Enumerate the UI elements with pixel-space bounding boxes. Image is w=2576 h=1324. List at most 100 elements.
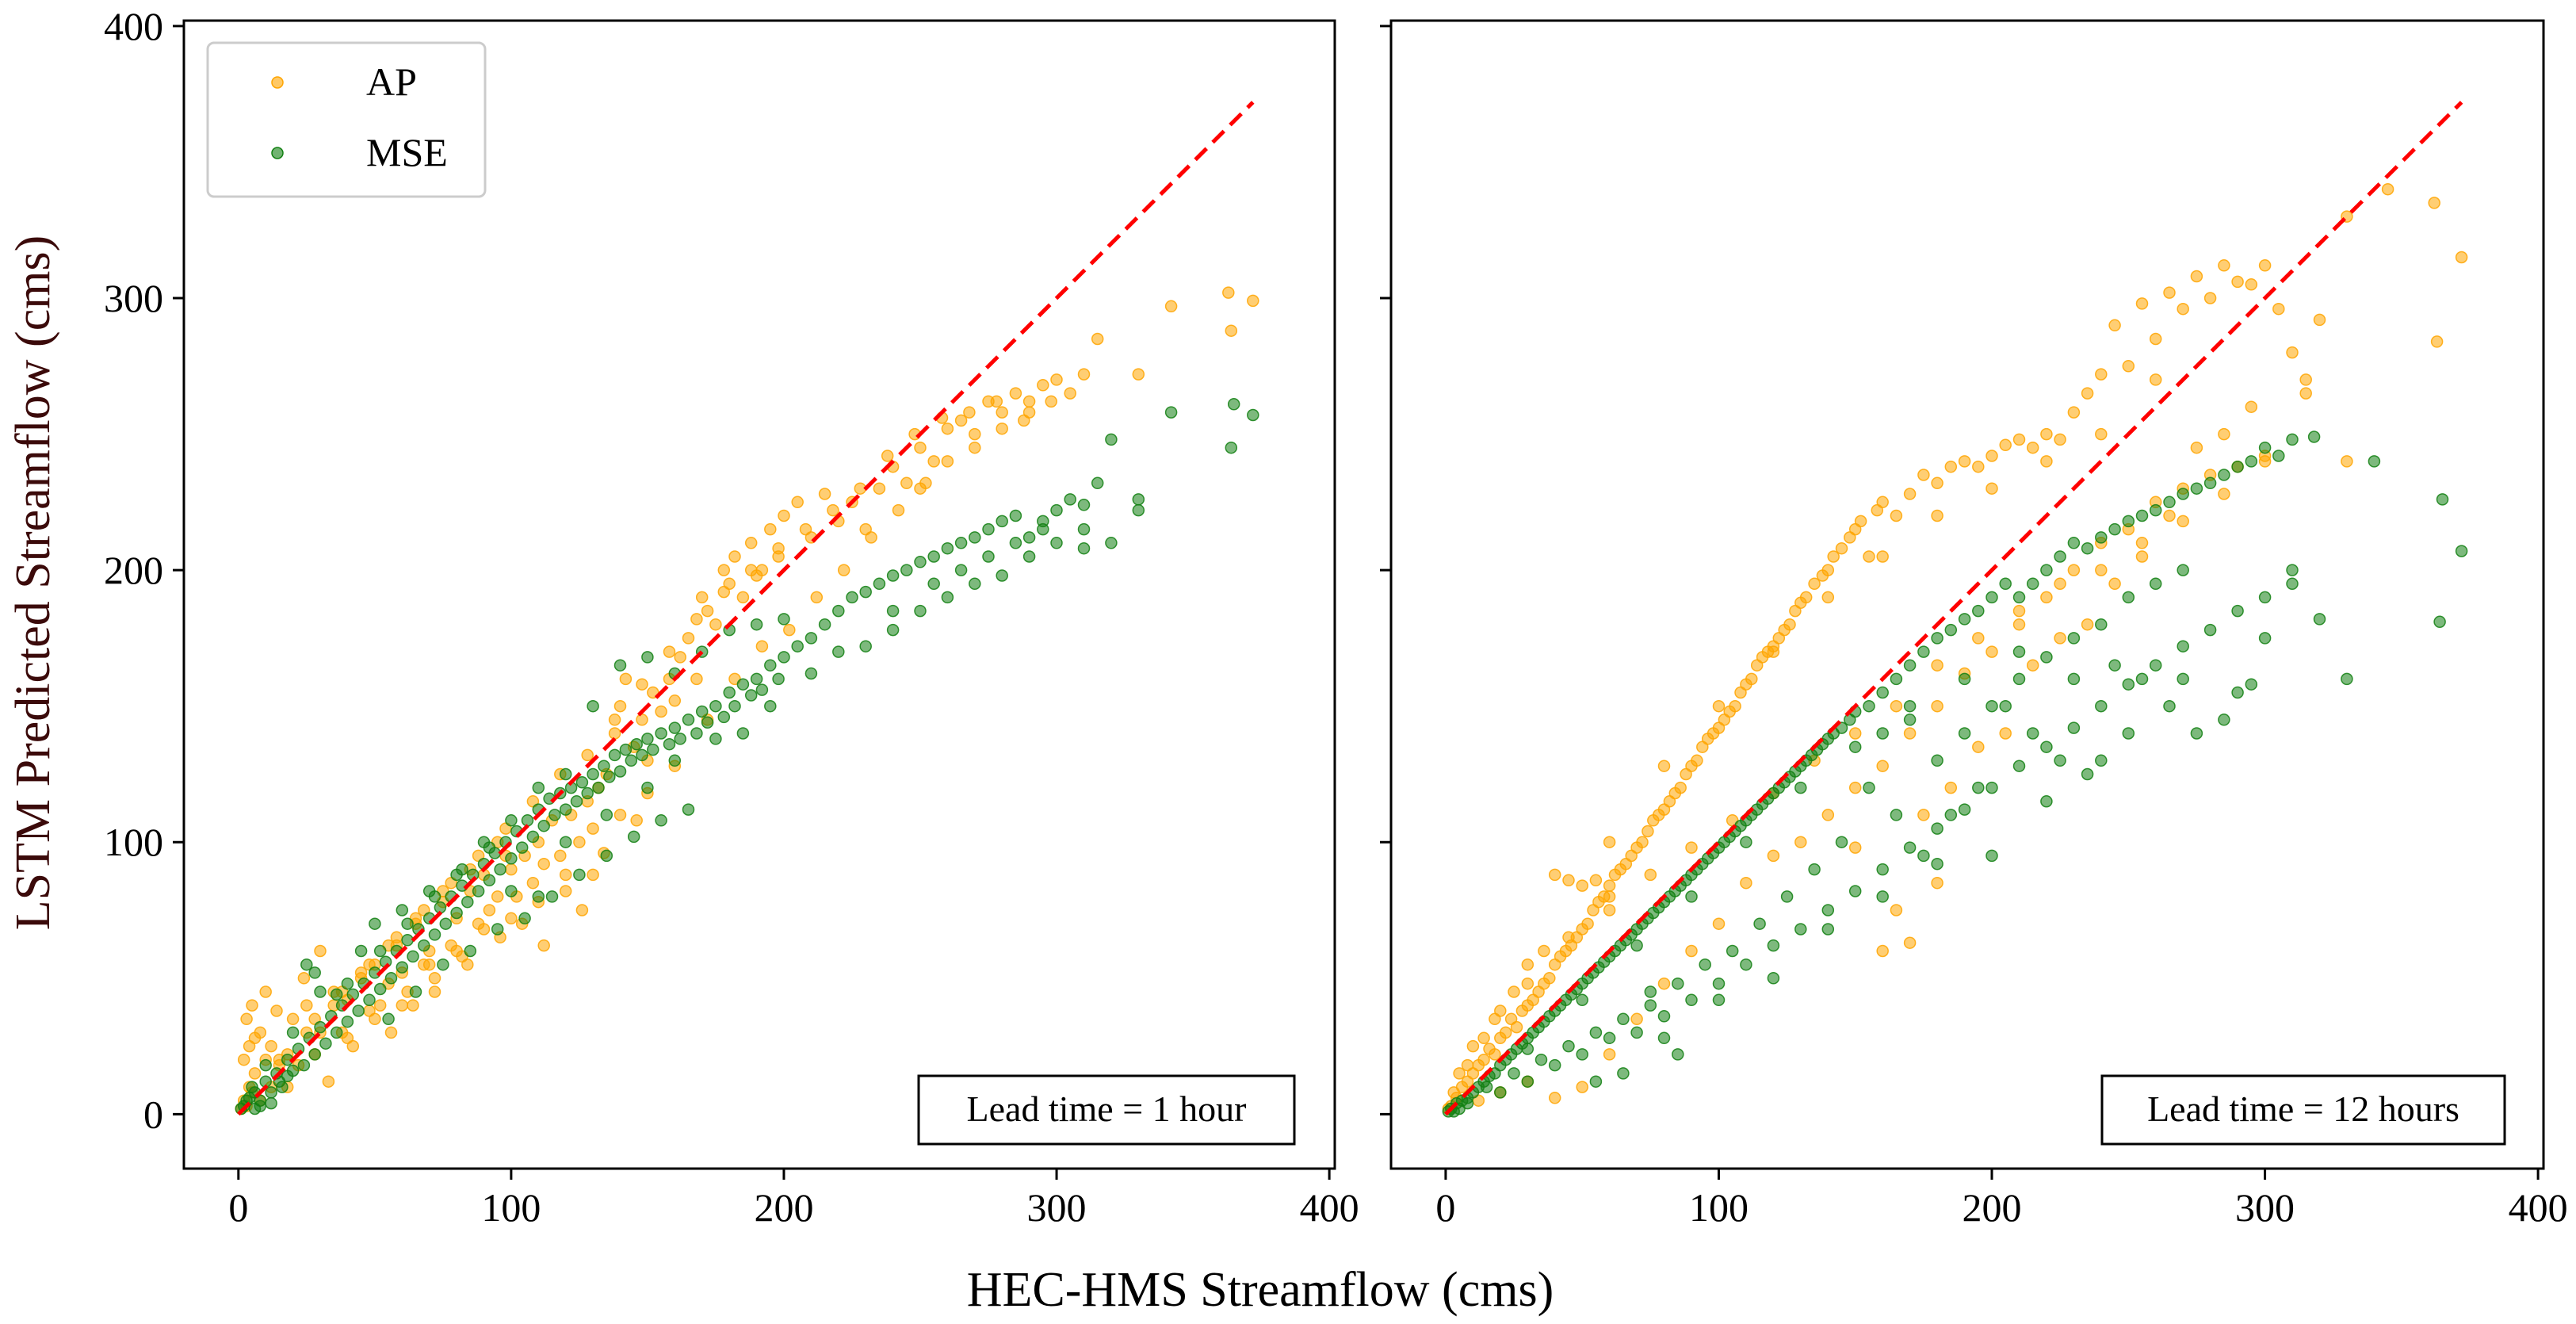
data-point xyxy=(2163,509,2176,522)
data-point xyxy=(2122,360,2135,373)
y-axis: 0 100 200 300 400 xyxy=(104,4,184,1136)
data-point xyxy=(518,912,531,925)
y-tick-label: 200 xyxy=(104,548,163,592)
data-point xyxy=(1712,699,1726,713)
data-point xyxy=(1876,760,1889,772)
data-point xyxy=(265,1096,277,1110)
data-point xyxy=(1510,1020,1523,1034)
data-point xyxy=(772,550,785,563)
data-point xyxy=(1863,699,1875,713)
data-point xyxy=(1077,499,1091,511)
data-point xyxy=(1077,522,1091,536)
data-point xyxy=(1972,460,1985,473)
data-point xyxy=(248,1067,262,1080)
data-point xyxy=(1972,740,1985,753)
data-point xyxy=(1562,1039,1575,1053)
data-point xyxy=(941,591,954,604)
data-point xyxy=(1477,1053,1490,1066)
data-point xyxy=(1986,849,1998,863)
data-point xyxy=(1848,885,1862,897)
data-point xyxy=(608,727,621,740)
data-point xyxy=(755,683,769,696)
data-point xyxy=(396,999,409,1012)
data-point xyxy=(1009,387,1022,400)
data-point xyxy=(2012,433,2026,446)
data-point xyxy=(1489,1012,1501,1026)
data-point xyxy=(2231,460,2244,473)
data-point xyxy=(1767,972,1780,985)
data-point xyxy=(1674,781,1687,794)
data-point xyxy=(1903,699,1917,713)
data-point xyxy=(1685,944,1698,958)
data-point xyxy=(1657,1010,1671,1023)
data-point xyxy=(1508,985,1520,998)
data-point xyxy=(690,672,703,686)
data-point xyxy=(246,1081,258,1093)
data-point xyxy=(2012,604,2026,618)
data-point xyxy=(1890,809,1903,821)
data-point xyxy=(655,705,667,718)
data-point xyxy=(2231,604,2244,618)
data-point xyxy=(1576,1081,1588,1093)
data-point xyxy=(941,455,954,468)
data-point xyxy=(1644,999,1657,1012)
data-point xyxy=(382,1012,395,1026)
data-point xyxy=(464,944,477,958)
data-point xyxy=(352,1004,365,1017)
data-point xyxy=(1562,874,1575,887)
data-point xyxy=(1780,890,1794,903)
data-point xyxy=(2040,740,2053,753)
data-point xyxy=(1903,488,1917,500)
data-point xyxy=(2258,591,2272,604)
data-point xyxy=(832,604,845,618)
data-point xyxy=(2218,488,2230,500)
data-point xyxy=(354,944,368,958)
data-point xyxy=(526,830,540,844)
data-point xyxy=(1958,803,1971,816)
data-point xyxy=(1548,1092,1561,1104)
data-point xyxy=(2081,618,2094,631)
data-point xyxy=(1105,537,1118,549)
data-point xyxy=(554,849,567,863)
data-point xyxy=(791,496,804,509)
data-point xyxy=(1986,645,1998,658)
data-point xyxy=(1729,699,1741,713)
data-point xyxy=(668,754,682,767)
data-point xyxy=(2095,699,2108,713)
data-point xyxy=(286,1012,300,1026)
data-point xyxy=(300,958,313,971)
data-point xyxy=(570,795,583,808)
data-point xyxy=(641,733,654,745)
data-point xyxy=(1890,904,1903,916)
data-point xyxy=(1499,1026,1512,1039)
data-point xyxy=(2272,302,2285,316)
data-point xyxy=(1986,781,1998,794)
data-point xyxy=(728,550,741,563)
data-point xyxy=(2026,441,2039,454)
data-point xyxy=(1132,493,1145,506)
data-point xyxy=(2203,476,2217,490)
data-point xyxy=(439,917,453,930)
data-point xyxy=(2095,564,2108,576)
data-point xyxy=(641,651,654,664)
data-point xyxy=(2428,197,2440,209)
data-point xyxy=(559,803,572,816)
data-point xyxy=(2190,441,2203,454)
data-point xyxy=(954,537,968,549)
data-point xyxy=(954,564,968,576)
data-point xyxy=(437,958,449,971)
data-point xyxy=(1672,977,1684,990)
data-point xyxy=(1225,324,1238,337)
data-point xyxy=(2067,672,2081,686)
data-point xyxy=(1767,645,1780,658)
data-point xyxy=(1799,591,1813,604)
data-point xyxy=(407,999,419,1012)
data-point xyxy=(805,632,818,645)
data-point xyxy=(717,710,731,724)
data-point xyxy=(2012,672,2026,686)
data-point xyxy=(1794,923,1807,936)
data-point xyxy=(927,550,940,563)
data-point xyxy=(1009,537,1022,549)
data-point xyxy=(319,1037,332,1050)
data-point xyxy=(1508,1067,1520,1080)
